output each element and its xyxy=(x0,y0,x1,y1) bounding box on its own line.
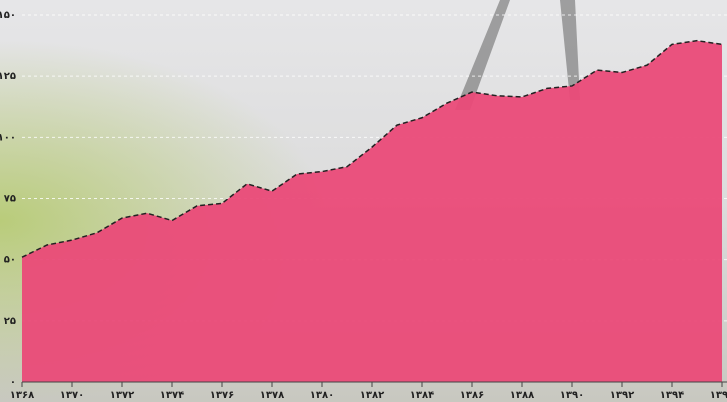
y-tick-label: ۰ xyxy=(10,377,16,388)
area xyxy=(22,40,722,382)
x-tick-label: ۱۳۹۴ xyxy=(660,390,684,401)
y-tick-label: ۲۵ xyxy=(4,316,16,327)
y-tick-label: ۱۰۰ xyxy=(0,132,16,143)
x-tick-label: ۱۳۹۲ xyxy=(610,390,634,401)
x-tick-label: ۱۳۸۰ xyxy=(310,390,334,401)
x-tick-label: ۱۳۶۸ xyxy=(10,390,34,401)
x-tick-label: ۱۳۹۶ xyxy=(710,390,727,401)
x-tick-label: ۱۳۸۲ xyxy=(360,390,384,401)
area-line xyxy=(21,39,723,258)
x-tick-label: ۱۳۸۸ xyxy=(510,390,534,401)
x-tick-label: ۱۳۸۴ xyxy=(410,390,434,401)
x-tick-label: ۱۳۹۰ xyxy=(560,390,584,401)
x-tick-label: ۱۳۸۶ xyxy=(460,390,484,401)
y-tick-label: ۱۲۵ xyxy=(0,71,16,82)
x-tick-label: ۱۳۷۴ xyxy=(160,390,184,401)
x-tick-label: ۱۳۷۰ xyxy=(60,390,84,401)
y-tick-label: ۷۵ xyxy=(4,194,16,205)
x-tick-label: ۱۳۷۸ xyxy=(260,390,284,401)
y-tick-label: ۵۰ xyxy=(4,255,16,266)
x-tick-label: ۱۳۷۲ xyxy=(110,390,134,401)
x-tick-label: ۱۳۷۶ xyxy=(210,390,234,401)
y-tick-label: ۱۵۰ xyxy=(0,10,16,21)
